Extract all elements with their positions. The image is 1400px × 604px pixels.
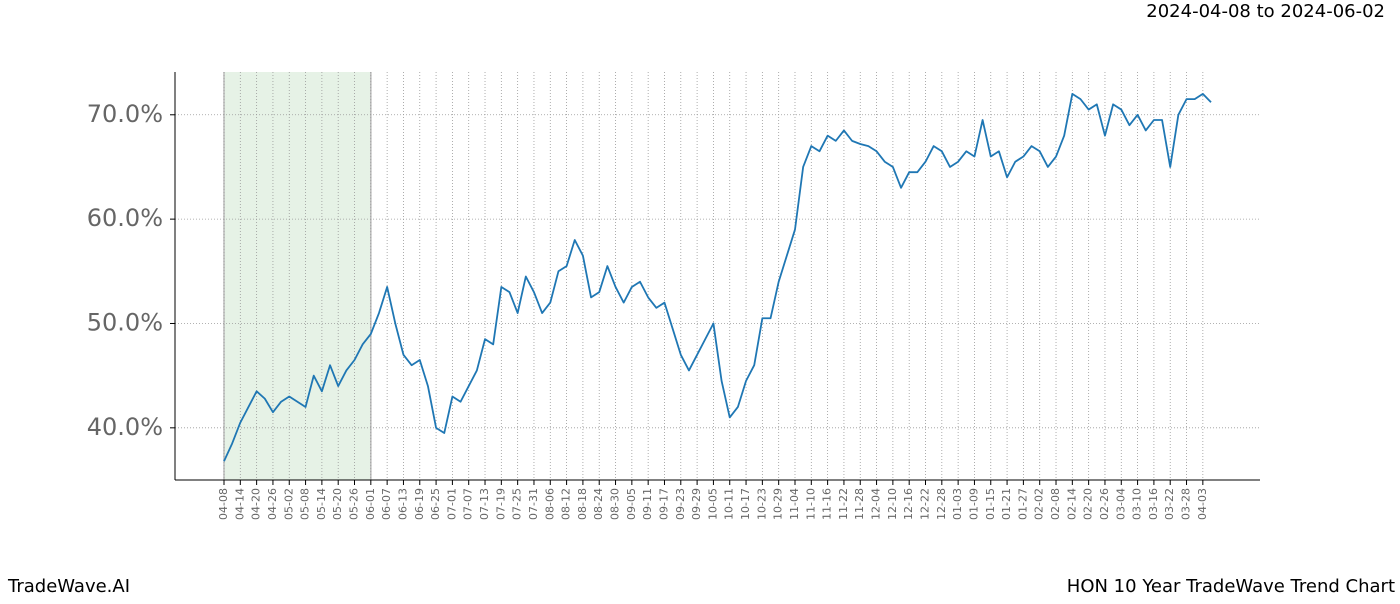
x-tick-label: 11-28 (853, 488, 866, 520)
y-tick-label: 70.0% (87, 100, 163, 128)
x-tick-label: 02-26 (1098, 488, 1111, 520)
x-tick-label: 03-22 (1163, 488, 1176, 520)
x-tick-label: 12-16 (902, 488, 915, 520)
x-tick-label: 12-28 (935, 488, 948, 520)
x-tick-label: 06-13 (396, 488, 409, 520)
x-tick-label: 03-28 (1180, 488, 1193, 520)
x-tick-label: 08-06 (543, 488, 556, 520)
x-tick-label: 07-31 (527, 488, 540, 520)
x-tick-label: 07-25 (511, 488, 524, 520)
x-tick-label: 06-01 (364, 488, 377, 520)
footer-right: HON 10 Year TradeWave Trend Chart (1067, 576, 1395, 597)
x-tick-label: 09-23 (674, 488, 687, 520)
x-tick-label: 03-04 (1114, 488, 1127, 520)
x-tick-label: 12-10 (886, 488, 899, 520)
x-tick-label: 10-29 (772, 488, 785, 520)
y-tick-label: 40.0% (87, 413, 163, 441)
x-tick-label: 01-21 (1000, 488, 1013, 520)
x-tick-label: 03-10 (1131, 488, 1144, 520)
x-tick-label: 05-26 (348, 488, 361, 520)
x-tick-label: 10-05 (706, 488, 719, 520)
x-tick-label: 12-04 (870, 488, 883, 520)
x-tick-label: 01-03 (951, 488, 964, 520)
plot-area: 40.0% 50.0% 60.0% 70.0% 04-08 04-14 04-20 04-26… (87, 72, 1260, 520)
x-tick-label: 04-14 (233, 488, 246, 520)
x-tick-label: 07-01 (445, 488, 458, 520)
footer-left: TradeWave.AI (7, 576, 130, 597)
x-tick-label: 02-02 (1033, 488, 1046, 520)
x-tick-label: 06-07 (380, 488, 393, 520)
x-tick-label: 08-18 (576, 488, 589, 520)
x-tick-label: 02-08 (1049, 488, 1062, 520)
x-tick-label: 10-17 (739, 488, 752, 520)
x-tick-label: 01-27 (1016, 488, 1029, 520)
x-tick-label: 09-11 (641, 488, 654, 520)
x-tick-label: 10-11 (723, 488, 736, 520)
x-tick-label: 10-23 (755, 488, 768, 520)
subtitle: 2024-04-08 to 2024-06-02 (1146, 1, 1385, 22)
x-tick-label: 01-09 (967, 488, 980, 520)
x-tick-label: 05-14 (315, 488, 328, 520)
x-tick-label: 04-26 (266, 488, 279, 520)
x-tick-label: 07-07 (462, 488, 475, 520)
x-tick-label: 12-22 (919, 488, 932, 520)
x-tick-label: 11-22 (837, 488, 850, 520)
x-tick-label: 06-19 (413, 488, 426, 520)
x-tick-label: 04-03 (1196, 488, 1209, 520)
x-tick-label: 11-04 (788, 488, 801, 520)
x-tick-label: 11-10 (804, 488, 817, 520)
x-tick-label: 09-29 (690, 488, 703, 520)
y-tick-label: 50.0% (87, 308, 163, 336)
x-tick-label: 03-16 (1147, 488, 1160, 520)
x-tick-label: 08-24 (592, 488, 605, 520)
x-tick-label: 06-25 (429, 488, 442, 520)
x-tick-label: 01-15 (984, 488, 997, 520)
x-tick-label: 07-13 (478, 488, 491, 520)
x-tick-label: 11-16 (821, 488, 834, 520)
x-tick-label: 02-20 (1082, 488, 1095, 520)
x-tick-label: 07-19 (494, 488, 507, 520)
x-tick-label: 08-30 (609, 488, 622, 520)
x-tick-label: 04-20 (250, 488, 263, 520)
x-tick-label: 08-12 (560, 488, 573, 520)
x-tick-label: 05-02 (282, 488, 295, 520)
x-tick-label: 09-17 (657, 488, 670, 520)
trend-line (223, 93, 1212, 462)
x-tick-label: 04-08 (217, 488, 230, 520)
y-tick-label: 60.0% (87, 204, 163, 232)
x-tick-label: 09-05 (625, 488, 638, 520)
x-tick-label: 02-14 (1065, 488, 1078, 520)
x-tick-label: 05-08 (299, 488, 312, 520)
x-tick-label: 05-20 (331, 488, 344, 520)
highlight-range (224, 72, 371, 480)
